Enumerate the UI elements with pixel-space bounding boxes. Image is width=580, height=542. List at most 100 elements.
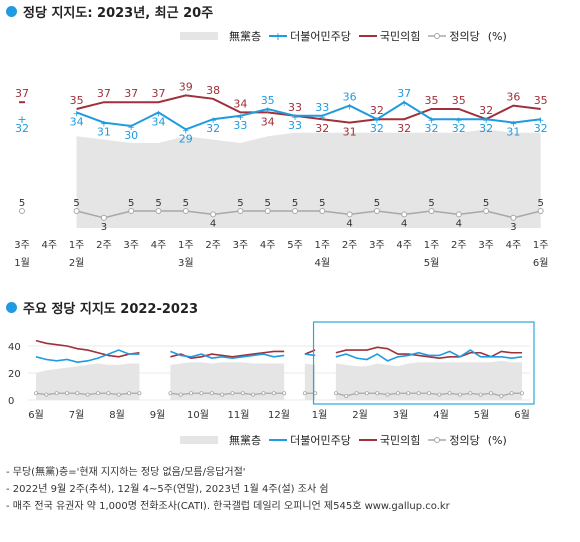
none-area [36,363,140,400]
legend2-dem: 더불어민주당 [290,434,351,447]
ppp-label: 37 [97,87,111,100]
ppp-line [76,94,541,124]
ppp-label: 35 [70,94,84,107]
justice-point [261,391,266,396]
dem-label: 33 [288,119,302,132]
x-tick-label: 9월 [150,409,166,421]
ppp-label: 37 [152,87,166,100]
dem-point: + [127,123,135,133]
dem-point: + [510,120,518,130]
justice-label: 3 [510,222,516,233]
x-tick-label: 2주 [451,240,467,251]
dem-label: 37 [397,87,411,100]
dem-label: 36 [343,91,357,104]
dem-label: 32 [370,122,384,135]
x-tick-label: 1주 [69,240,85,251]
bullet-icon [6,302,17,313]
ppp-label: 35 [425,94,439,107]
x-tick-label: 1주 [424,240,440,251]
x-tick-label: 3주 [233,240,249,251]
justice-point [189,391,194,396]
justice-point [375,391,380,396]
dem-point: + [482,116,490,126]
dem-point: + [319,113,327,123]
ppp-line [35,339,140,358]
dem-label: 32 [206,122,220,135]
x-tick-label: 2주 [205,240,221,251]
justice-label: 5 [155,198,161,209]
x-tick-label: 12월 [268,409,290,421]
none-area [335,360,522,400]
dem-line [170,350,285,359]
justice-point [478,392,483,397]
justice-point [264,208,271,214]
justice-point [282,391,287,396]
x-tick-label: 5월 [474,409,490,421]
dem-label: 31 [97,126,111,139]
justice-point [100,214,107,221]
justice-point [210,211,217,218]
justice-label: 5 [265,198,271,209]
dem-point: + [264,106,272,116]
dem-point: + [373,116,381,126]
justice-label: 4 [456,218,462,229]
chart2: 0 20 40 6월 7월 8월 9월 10월 11월 12월 1월 2월 3월 4월 5월 6월 [8,321,535,421]
ppp-label: 35 [534,94,548,107]
dem-point: + [455,116,463,126]
ppp-label: 32 [315,122,329,135]
dem-point: + [537,116,545,126]
dem-line [335,349,523,362]
x-tick-label: 6월 [514,409,530,421]
x-tick-label: 2주 [342,240,358,251]
justice-point [271,391,276,396]
justice-point [426,391,431,396]
justice-point [75,391,80,396]
justice-point [106,391,111,396]
justice-label: 4 [401,218,407,229]
justice-label: 5 [183,198,189,209]
month-label: 6월 [533,257,549,269]
legend-dem: 더불어민주당 [290,30,351,43]
justice-point [447,391,452,396]
dem-point: + [17,113,26,126]
x-tick-label: 1월 [312,409,328,421]
justice-point [168,391,173,396]
justice-point [65,391,70,396]
x-tick-label: 3주 [123,240,139,251]
bullet-icon [6,6,17,17]
justice-label: 5 [73,198,79,209]
x-tick-label: 3주 [14,240,30,251]
ppp-label: 32 [397,122,411,135]
justice-point [401,211,408,218]
dem-line [35,349,140,364]
dem-label: 32 [452,122,466,135]
justice-point [240,391,245,396]
x-tick-label: 2주 [96,240,112,251]
x-tick-label: 4주 [396,240,412,251]
justice-point [230,391,235,396]
dem-label: 33 [233,119,247,132]
ppp-label: 39 [179,80,193,93]
justice-label: 5 [538,198,544,209]
justice-point [19,208,25,214]
justice-point [220,392,225,397]
justice-point [509,391,514,396]
justice-point [137,391,142,396]
x-tick-label: 6월 [28,409,44,421]
x-tick-label: 3주 [369,240,385,251]
justice-point [127,391,132,396]
justice-label: 5 [19,198,25,209]
x-tick-label: 4월 [433,409,449,421]
justice-point [333,391,338,396]
x-tick-label: 1주 [178,240,194,251]
justice-point [406,391,411,396]
legend-none: 無黨층 [229,30,262,43]
dem-point: + [209,116,217,126]
justice-point [483,208,490,214]
justice-point [499,393,504,398]
month-label: 1월 [14,257,30,269]
justice-point [85,392,90,397]
ppp-label: 33 [288,101,302,114]
note-2: - 2022년 9월 2주(추석), 12월 4~5주(연말), 2023년 1… [6,484,329,495]
